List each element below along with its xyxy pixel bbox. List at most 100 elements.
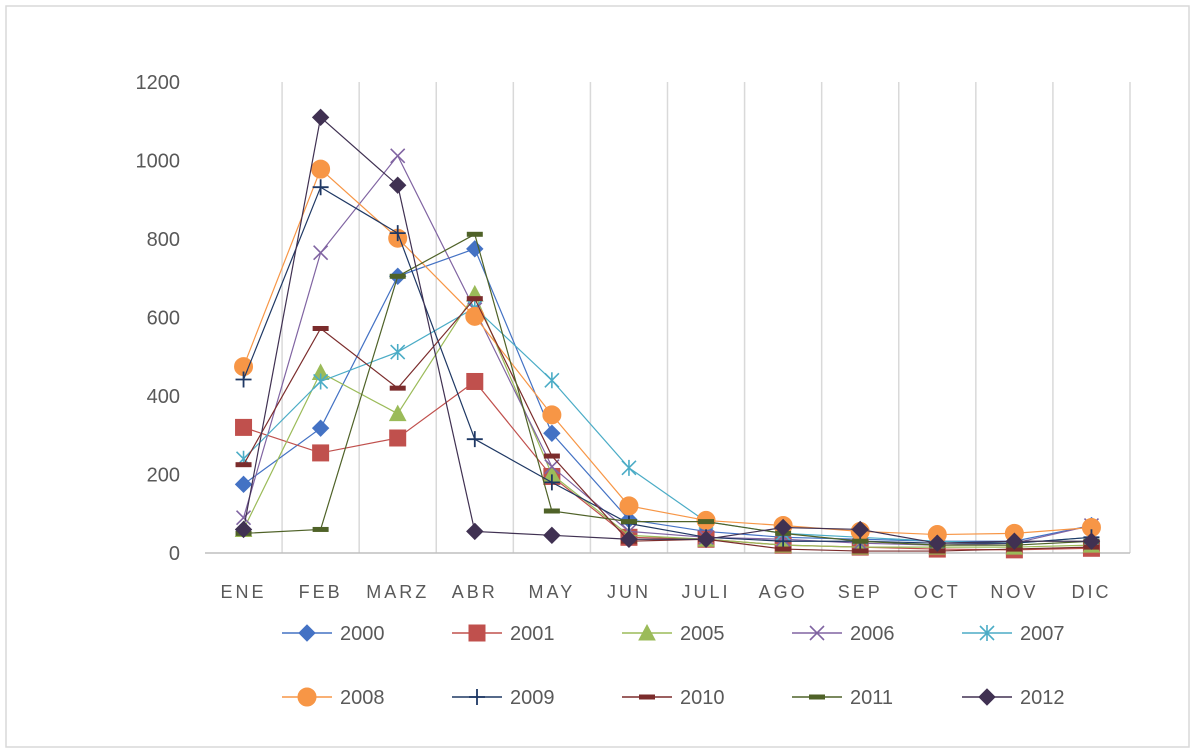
data-point-2012 <box>774 518 792 537</box>
legend-marker <box>809 625 825 641</box>
legend-item-2008: 2008 <box>282 687 385 709</box>
data-point-2006 <box>313 245 329 261</box>
legend-item-2010: 2010 <box>622 687 725 709</box>
data-point-2012 <box>851 520 869 539</box>
legend-label: 2011 <box>850 687 893 709</box>
y-tick-label: 600 <box>147 308 180 330</box>
legend-marker <box>469 689 485 705</box>
legend-item-2011: 2011 <box>792 687 893 709</box>
data-point-2007 <box>390 344 406 361</box>
chart-frame <box>5 5 1190 748</box>
legend-label: 2006 <box>850 623 895 645</box>
data-point-2010 <box>389 385 406 391</box>
y-tick-label: 800 <box>147 229 180 251</box>
series-lines <box>234 108 1101 559</box>
data-point-2011 <box>312 526 329 532</box>
legend-item-2001: 2001 <box>452 623 555 645</box>
x-tick-label: MARZ <box>366 582 429 602</box>
data-point-2000 <box>466 240 484 258</box>
data-point-2012 <box>620 530 638 548</box>
data-point-2006 <box>235 510 252 526</box>
data-point-2011 <box>852 538 869 544</box>
data-point-2010 <box>235 462 252 468</box>
data-point-2010 <box>775 546 792 552</box>
series-line-2012 <box>242 116 1092 544</box>
x-tick-label: AGO <box>759 582 808 602</box>
data-point-2009 <box>235 371 252 388</box>
y-tick-label: 1000 <box>136 151 181 173</box>
legend-item-2005: 2005 <box>622 623 725 645</box>
legend-marker <box>639 694 655 700</box>
data-point-2005 <box>388 404 407 422</box>
data-point-2000 <box>543 424 561 442</box>
series-line-2008 <box>242 168 1092 536</box>
legend-marker <box>809 694 825 700</box>
data-point-2000 <box>311 419 330 437</box>
legend-item-2012: 2012 <box>962 687 1065 709</box>
y-tick-label: 400 <box>147 386 180 408</box>
legend-item-2007: 2007 <box>962 623 1065 645</box>
data-point-2007 <box>544 372 560 389</box>
data-point-2012 <box>466 522 484 541</box>
data-point-2012 <box>928 534 946 552</box>
data-point-2010 <box>543 453 560 459</box>
legend-marker <box>638 623 656 641</box>
series-line-2010 <box>243 297 1092 552</box>
data-point-2001 <box>466 372 484 390</box>
data-point-2011 <box>543 508 560 514</box>
data-point-2001 <box>235 418 253 436</box>
data-point-2012 <box>1005 532 1024 550</box>
data-point-2011 <box>620 519 637 525</box>
data-point-2001 <box>389 429 407 447</box>
series-line-2001 <box>243 380 1092 551</box>
legend-marker <box>468 624 486 642</box>
data-point-2012 <box>311 108 330 127</box>
legend-marker <box>978 688 996 706</box>
legend-label: 2010 <box>680 687 725 709</box>
legend-label: 2007 <box>1020 623 1065 645</box>
legend: 2000 2001 2005 2006 2007 2008 2009 2010 2011 2012 <box>282 623 1065 709</box>
x-tick-label: MAY <box>529 582 576 602</box>
x-axis: ENE FEB MARZ ABR MAY JUN JULI AGO SEP OCT NOV DIC <box>221 582 1111 602</box>
legend-label: 2008 <box>340 687 385 709</box>
legend-item-2006: 2006 <box>792 623 895 645</box>
legend-marker <box>297 687 317 707</box>
x-tick-label: ABR <box>452 582 498 602</box>
data-point-2007 <box>621 459 637 476</box>
data-point-2000 <box>234 475 253 494</box>
data-point-2008 <box>619 496 639 516</box>
data-point-2010 <box>852 548 869 554</box>
data-point-2012 <box>1082 532 1101 550</box>
data-point-2009 <box>543 474 560 491</box>
legend-item-2009: 2009 <box>452 687 555 709</box>
x-tick-label: SEP <box>838 582 883 602</box>
legend-item-2000: 2000 <box>282 623 385 645</box>
data-point-2001 <box>312 444 330 462</box>
y-tick-label: 0 <box>169 543 180 565</box>
x-tick-label: DIC <box>1071 582 1111 602</box>
data-point-2012 <box>543 526 561 545</box>
series-line-2007 <box>243 306 1092 544</box>
data-point-2009 <box>312 179 329 196</box>
data-point-2008 <box>465 306 485 326</box>
x-tick-label: ENE <box>221 582 267 602</box>
data-point-2012 <box>697 530 715 548</box>
data-point-2010 <box>466 296 483 302</box>
series-line-2005 <box>243 292 1092 548</box>
y-tick-label: 1200 <box>136 72 181 94</box>
data-point-2006 <box>390 148 406 164</box>
data-point-2011 <box>466 231 483 237</box>
x-tick-label: JULI <box>682 582 731 602</box>
x-tick-label: FEB <box>299 582 343 602</box>
legend-label: 2005 <box>680 623 725 645</box>
grid-lines <box>205 82 1131 554</box>
legend-label: 2000 <box>340 623 385 645</box>
x-tick-label: OCT <box>914 582 961 602</box>
data-point-2012 <box>389 176 407 194</box>
legend-marker <box>298 624 316 642</box>
legend-label: 2012 <box>1020 687 1065 709</box>
y-axis: 0 200 400 600 800 1000 1200 <box>136 72 181 565</box>
data-point-2009 <box>466 431 483 448</box>
series-2012 <box>234 108 1101 552</box>
